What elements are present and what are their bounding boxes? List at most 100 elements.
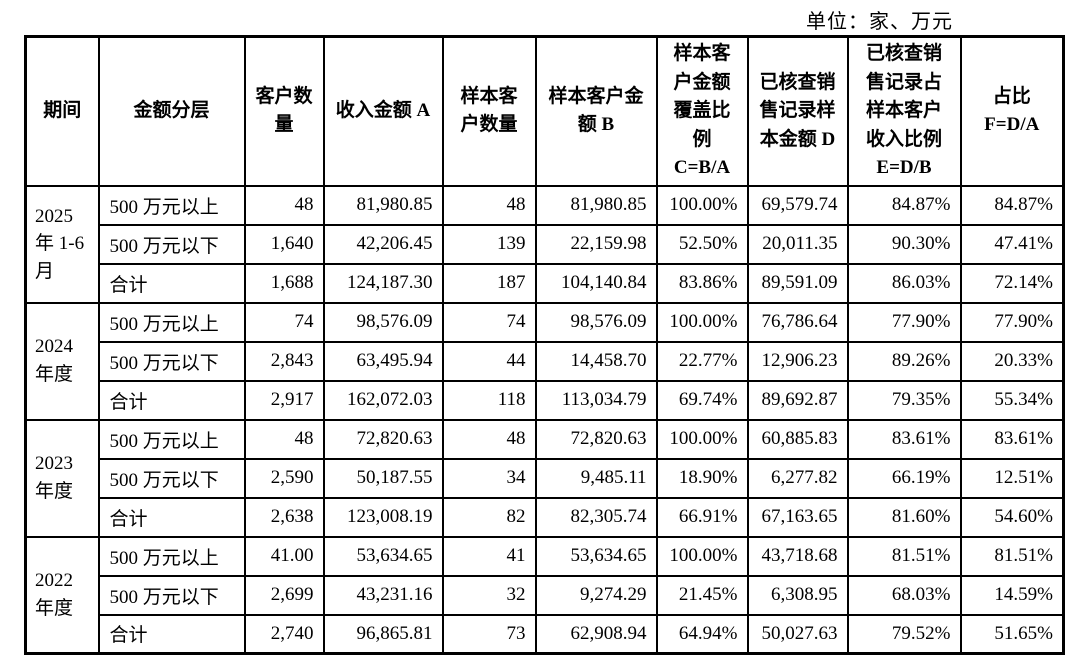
col-header-coverage-ratio-c: 样本客 户金额 覆盖比 例 C=B/A [655,35,749,187]
value-cell: 79.35% [846,379,962,421]
value-cell: 96,865.81 [322,613,444,655]
value-cell: 104,140.84 [534,262,658,304]
value-cell: 6,308.95 [746,574,849,616]
value-cell: 43,718.68 [746,535,849,577]
value-cell: 54.60% [959,496,1065,538]
tier-cell: 500 万元以下 [97,457,246,499]
value-cell: 66.91% [655,496,749,538]
value-cell: 98,576.09 [322,301,444,343]
value-cell: 81,980.85 [322,184,444,226]
value-cell: 2,699 [243,574,325,616]
value-cell: 53,634.65 [322,535,444,577]
value-cell: 69,579.74 [746,184,849,226]
table-row: 2022 年度 500 万元以上 41.00 53,634.65 41 53,6… [24,535,1065,655]
value-cell: 83.61% [846,418,962,460]
table-header: 期间 金额分层 客户数 量 收入金额 A 样本客 户数量 样本客户金 额 B 样… [24,35,1065,187]
value-cell: 48 [243,184,325,226]
value-cell: 22.77% [655,340,749,382]
tier-cell: 500 万元以上 [97,301,246,343]
value-cell: 162,072.03 [322,379,444,421]
value-cell: 21.45% [655,574,749,616]
value-cell: 63,495.94 [322,340,444,382]
value-cell: 14.59% [959,574,1065,616]
table-row: 合计 2,638 123,008.19 82 82,305.74 66.91% … [26,496,1065,538]
value-cell: 81,980.85 [534,184,658,226]
value-cell: 82 [441,496,537,538]
value-cell: 118 [441,379,537,421]
tier-cell: 500 万元以上 [97,535,246,577]
table-row: 合计 1,688 124,187.30 187 104,140.84 83.86… [26,262,1065,304]
value-cell: 100.00% [655,184,749,226]
value-cell: 81.51% [959,535,1065,577]
value-cell: 2,590 [243,457,325,499]
value-cell: 69.74% [655,379,749,421]
period-cell: 2025 年 1-6 月 [24,184,100,304]
period-cell: 2024 年度 [24,301,100,421]
table-row: 500 万元以下 2,699 43,231.16 32 9,274.29 21.… [26,574,1065,616]
value-cell: 100.00% [655,418,749,460]
value-cell: 123,008.19 [322,496,444,538]
revenue-verification-table: 期间 金额分层 客户数 量 收入金额 A 样本客 户数量 样本客户金 额 B 样… [24,35,1065,655]
value-cell: 67,163.65 [746,496,849,538]
value-cell: 64.94% [655,613,749,655]
unit-label: 单位：家、万元 [806,11,953,33]
value-cell: 84.87% [959,184,1065,226]
value-cell: 72,820.63 [534,418,658,460]
value-cell: 1,688 [243,262,325,304]
value-cell: 52.50% [655,223,749,265]
table-row: 500 万元以下 2,590 50,187.55 34 9,485.11 18.… [26,457,1065,499]
value-cell: 81.60% [846,496,962,538]
tier-cell: 合计 [97,496,246,538]
value-cell: 90.30% [846,223,962,265]
value-cell: 2,740 [243,613,325,655]
tier-cell: 合计 [97,262,246,304]
value-cell: 89.26% [846,340,962,382]
value-cell: 89,692.87 [746,379,849,421]
table-row: 500 万元以下 1,640 42,206.45 139 22,159.98 5… [26,223,1065,265]
value-cell: 9,485.11 [534,457,658,499]
table-body: 2025 年 1-6 月 500 万元以上 48 81,980.85 48 81… [24,184,1065,655]
value-cell: 81.51% [846,535,962,577]
value-cell: 1,640 [243,223,325,265]
value-cell: 2,917 [243,379,325,421]
value-cell: 76,786.64 [746,301,849,343]
value-cell: 12.51% [959,457,1065,499]
table-row: 合计 2,917 162,072.03 118 113,034.79 69.74… [26,379,1065,421]
value-cell: 20.33% [959,340,1065,382]
value-cell: 20,011.35 [746,223,849,265]
value-cell: 48 [441,184,537,226]
value-cell: 51.65% [959,613,1065,655]
col-header-sample-customer-count: 样本客 户数量 [441,35,537,187]
value-cell: 14,458.70 [534,340,658,382]
value-cell: 55.34% [959,379,1065,421]
tier-cell: 合计 [97,613,246,655]
value-cell: 22,159.98 [534,223,658,265]
value-cell: 6,277.82 [746,457,849,499]
value-cell: 82,305.74 [534,496,658,538]
value-cell: 89,591.09 [746,262,849,304]
value-cell: 74 [441,301,537,343]
col-header-revenue-a: 收入金额 A [322,35,444,187]
value-cell: 66.19% [846,457,962,499]
value-cell: 50,027.63 [746,613,849,655]
value-cell: 73 [441,613,537,655]
table-row: 2025 年 1-6 月 500 万元以上 48 81,980.85 48 81… [24,184,1065,304]
tier-cell: 500 万元以上 [97,184,246,226]
value-cell: 41.00 [243,535,325,577]
col-header-verified-ratio-e: 已核查销 售记录占 样本客户 收入比例 E=D/B [846,35,962,187]
value-cell: 48 [243,418,325,460]
value-cell: 72.14% [959,262,1065,304]
value-cell: 98,576.09 [534,301,658,343]
value-cell: 41 [441,535,537,577]
table-row: 2024 年度 500 万元以上 74 98,576.09 74 98,576.… [24,301,1065,421]
value-cell: 83.86% [655,262,749,304]
value-cell: 79.52% [846,613,962,655]
table-row: 500 万元以下 2,843 63,495.94 44 14,458.70 22… [26,340,1065,382]
col-header-amount-tier: 金额分层 [97,35,246,187]
value-cell: 124,187.30 [322,262,444,304]
value-cell: 48 [441,418,537,460]
value-cell: 62,908.94 [534,613,658,655]
value-cell: 100.00% [655,535,749,577]
tier-cell: 合计 [97,379,246,421]
